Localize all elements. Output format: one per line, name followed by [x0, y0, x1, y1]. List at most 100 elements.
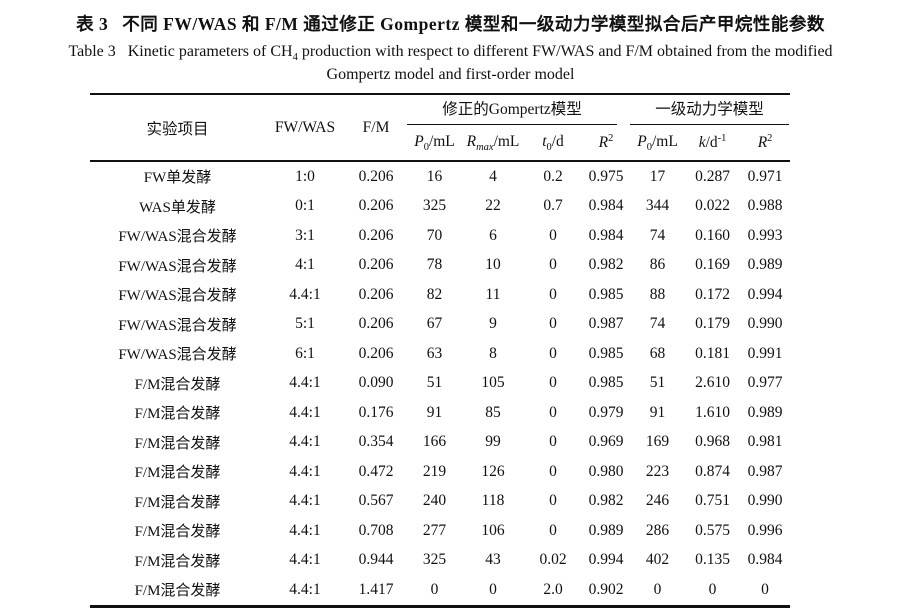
cell-first-order-k: 0.575 — [695, 521, 730, 539]
cell-first-order-r2: 0.993 — [747, 226, 783, 244]
cell-fw-was-ratio: 4.4:1 — [289, 285, 321, 303]
cell-experiment: F/M混合发酵 — [134, 465, 221, 482]
cell-first-order-k: 2.610 — [695, 374, 730, 392]
cell-fw-was-ratio: 4.4:1 — [289, 433, 321, 451]
cell-gompertz-r2: 0.987 — [588, 315, 624, 333]
col-header-f-m: F/M — [345, 94, 407, 162]
cell-first-order-k: 0.287 — [695, 167, 730, 185]
col-header-experiment: 实验项目 — [90, 94, 265, 162]
cell-f-m: 0.090 — [358, 374, 394, 392]
cell-f-m: 0.206 — [358, 285, 394, 303]
cell-fw-was-ratio: 3:1 — [295, 226, 315, 244]
cell-first-order-k: 0.874 — [695, 462, 730, 480]
cell-gompertz-r2: 0.985 — [588, 285, 624, 303]
cell-first-order-r2: 0.991 — [747, 344, 783, 362]
cell-gompertz-t0: 0 — [549, 433, 557, 451]
table-title-cn: 表 3 不同 FW/WAS 和 F/M 通过修正 Gompertz 模型和一级动力… — [0, 0, 901, 36]
cell-gompertz-rmax: 105 — [481, 374, 505, 392]
cell-gompertz-rmax: 126 — [481, 462, 505, 480]
header-row-groups: 实验项目 FW/WAS F/M 修正的Gompertz模型 一级动力学模型 — [90, 94, 790, 162]
table-row: WAS单发酵 0:1 0.206 325 22 0.7 0.984 344 0.022 0.988 — [90, 192, 790, 222]
table-title-en-prefix: Kinetic parameters of CH — [127, 43, 293, 60]
cell-gompertz-p0: 70 — [426, 226, 443, 244]
cell-first-order-k: 0 — [708, 580, 717, 598]
cell-gompertz-r2: 0.979 — [588, 403, 624, 421]
cell-gompertz-r2: 0.984 — [588, 226, 624, 244]
cell-experiment: F/M混合发酵 — [134, 494, 221, 511]
cell-first-order-p0: 344 — [645, 197, 670, 215]
cell-gompertz-t0: 0 — [549, 315, 557, 333]
cell-first-order-k: 0.181 — [695, 344, 730, 362]
cell-experiment: F/M混合发酵 — [134, 583, 221, 600]
table-title-cn-text: 不同 FW/WAS 和 F/M 通过修正 Gompertz 模型和一级动力学模型… — [122, 14, 825, 34]
r2-symbol: R — [757, 134, 768, 152]
r2-superscript: 2 — [608, 133, 614, 145]
cell-gompertz-t0: 0 — [549, 521, 557, 539]
cell-first-order-k: 0.172 — [695, 285, 730, 303]
table-row: FW单发酵 1:0 0.206 16 4 0.2 0.975 17 0.287 0.971 — [90, 161, 790, 192]
cell-gompertz-t0: 0.7 — [543, 197, 563, 215]
cell-experiment: F/M混合发酵 — [134, 553, 221, 570]
cell-gompertz-rmax: 106 — [481, 521, 505, 539]
cell-first-order-r2: 0.984 — [747, 551, 783, 569]
cell-gompertz-p0: 240 — [422, 492, 447, 510]
cell-first-order-k: 0.751 — [695, 492, 730, 510]
cell-experiment: FW/WAS混合发酵 — [118, 258, 237, 275]
cell-first-order-r2: 0.989 — [747, 256, 783, 274]
cell-experiment: FW/WAS混合发酵 — [118, 288, 237, 305]
k-superscript: -1 — [717, 133, 727, 145]
col-header-first-order-k: k/d-1 — [685, 126, 741, 162]
cell-gompertz-r2: 0.969 — [588, 433, 624, 451]
group-header-gompertz: 修正的Gompertz模型 — [407, 94, 630, 126]
ch4-subscript: 4 — [292, 52, 298, 64]
cell-experiment: FW单发酵 — [143, 170, 212, 187]
kinetics-table: 实验项目 FW/WAS F/M 修正的Gompertz模型 一级动力学模型 P0… — [90, 93, 791, 608]
cell-first-order-r2: 0.981 — [747, 433, 783, 451]
table-row: F/M混合发酵 4.4:1 0.472 219 126 0 0.980 223 0.874 0.9… — [90, 457, 790, 487]
cell-first-order-p0: 88 — [649, 285, 666, 303]
table-row: F/M混合发酵 4.4:1 0.176 91 85 0 0.979 91 1.610 0.989 — [90, 398, 790, 428]
table-body: FW单发酵 1:0 0.206 16 4 0.2 0.975 17 0.287 0.971 WAS单… — [90, 161, 790, 606]
group-header-first-order: 一级动力学模型 — [630, 94, 790, 126]
cell-first-order-p0: 17 — [649, 167, 666, 185]
cell-first-order-p0: 86 — [649, 256, 666, 274]
cell-gompertz-p0: 67 — [426, 315, 443, 333]
cell-gompertz-p0: 51 — [426, 374, 443, 392]
cell-first-order-k: 0.179 — [695, 315, 730, 333]
cell-f-m: 1.417 — [358, 580, 394, 598]
cell-gompertz-r2: 0.980 — [588, 462, 624, 480]
cell-gompertz-t0: 0 — [549, 256, 557, 274]
t0-symbol: t — [542, 132, 547, 150]
cell-gompertz-p0: 0 — [430, 580, 439, 598]
cell-gompertz-rmax: 0 — [489, 580, 497, 598]
rmax-subscript: max — [476, 142, 494, 154]
cell-fw-was-ratio: 0:1 — [295, 197, 315, 215]
cell-gompertz-r2: 0.982 — [588, 492, 624, 510]
cell-first-order-r2: 0.990 — [747, 315, 783, 333]
cell-f-m: 0.472 — [358, 462, 394, 480]
cell-gompertz-rmax: 85 — [485, 403, 501, 421]
cell-gompertz-rmax: 11 — [485, 285, 501, 303]
cell-gompertz-r2: 0.985 — [588, 374, 624, 392]
cell-gompertz-t0: 0 — [549, 374, 557, 392]
cell-gompertz-rmax: 4 — [489, 167, 497, 185]
table-row: F/M混合发酵 4.4:1 0.708 277 106 0 0.989 286 0.575 0.9… — [90, 516, 790, 546]
cell-experiment: WAS单发酵 — [139, 199, 216, 216]
cell-f-m: 0.206 — [358, 167, 394, 185]
k-symbol: k — [698, 134, 706, 152]
table-row: FW/WAS混合发酵 4.4:1 0.206 82 11 0 0.985 88 0.172 0.9… — [90, 280, 790, 310]
p0-unit: /mL — [651, 132, 678, 150]
cell-fw-was-ratio: 4:1 — [295, 256, 315, 274]
cell-gompertz-t0: 0 — [549, 344, 557, 362]
cell-fw-was-ratio: 4.4:1 — [289, 492, 321, 510]
table-row: FW/WAS混合发酵 3:1 0.206 70 6 0 0.984 74 0.160 0.993 — [90, 221, 790, 251]
table-row: FW/WAS混合发酵 4:1 0.206 78 10 0 0.982 86 0.169 0.989 — [90, 251, 790, 281]
p0-symbol: P — [637, 132, 647, 150]
cell-fw-was-ratio: 4.4:1 — [289, 551, 321, 569]
cell-gompertz-r2: 0.975 — [588, 167, 624, 185]
header-row-params: P0/mL Rmax/mL t0/d R2 P0/mL k/d-1 R2 — [90, 126, 791, 162]
cell-first-order-p0: 91 — [649, 403, 666, 421]
cell-gompertz-p0: 325 — [422, 197, 447, 215]
cell-gompertz-r2: 0.989 — [588, 521, 624, 539]
cell-first-order-r2: 0.971 — [747, 167, 783, 185]
